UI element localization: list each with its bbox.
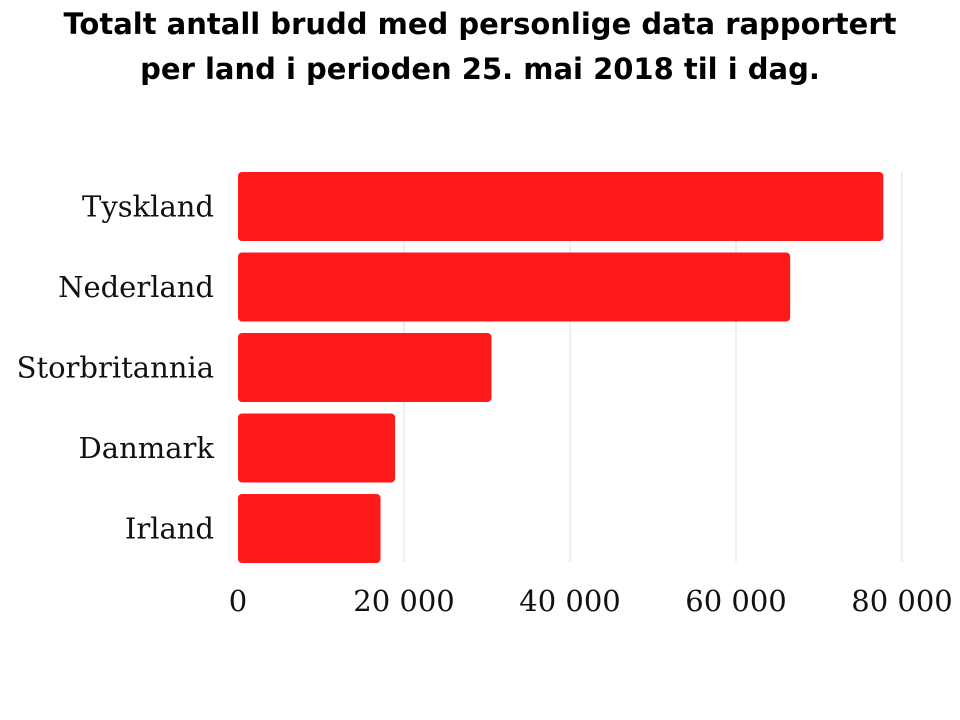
x-tick-label: 0	[229, 584, 247, 618]
x-tick-label: 40 000	[519, 584, 620, 618]
chart-title: Totalt antall brudd med personlige data …	[0, 2, 960, 92]
x-tick-label: 20 000	[353, 584, 454, 618]
bar	[238, 494, 381, 563]
category-label: Danmark	[79, 431, 215, 465]
x-tick-label: 60 000	[685, 584, 786, 618]
chart-title-line-2: per land i perioden 25. mai 2018 til i d…	[140, 52, 820, 86]
bar	[238, 333, 492, 402]
category-label: Irland	[125, 512, 214, 546]
category-label: Nederland	[58, 270, 214, 304]
x-tick-label: 80 000	[851, 584, 952, 618]
bar	[238, 252, 791, 322]
bar	[238, 413, 396, 483]
category-label: Storbritannia	[17, 351, 214, 385]
bar	[238, 172, 884, 241]
chart-title-line-1: Totalt antall brudd med personlige data …	[63, 7, 897, 41]
category-label: Tyskland	[82, 190, 214, 224]
